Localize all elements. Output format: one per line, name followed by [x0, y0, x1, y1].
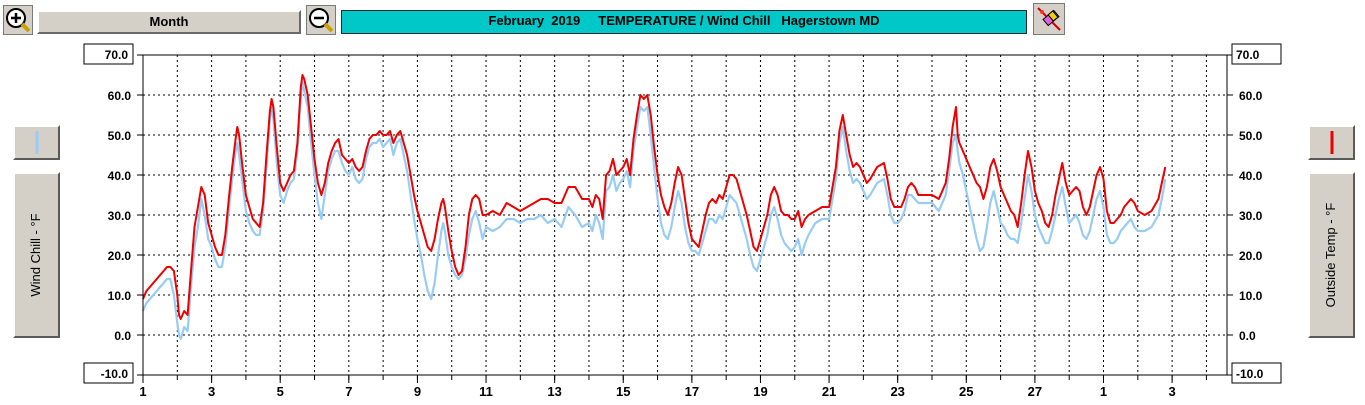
zoom-out-button[interactable] — [306, 5, 336, 35]
x-tick-label: 23 — [890, 384, 904, 399]
chart-title: February 2019 TEMPERATURE / Wind Chill H… — [341, 10, 1027, 34]
right-ytick-label: 70.0 — [1236, 48, 1260, 62]
x-tick-label: 11 — [479, 384, 493, 399]
x-tick-label: 13 — [547, 384, 561, 399]
right-ytick-label: 50.0 — [1239, 129, 1263, 143]
zoom-in-icon — [6, 8, 31, 33]
wind-chill-axis-text: Wind Chill - °F — [28, 213, 43, 297]
left-ytick-label: 0.0 — [114, 329, 131, 343]
x-tick-label: 3 — [208, 384, 215, 399]
outside-temp-swatch — [1330, 131, 1334, 154]
wind-chill-axis-label: Wind Chill - °F — [13, 172, 60, 338]
x-tick-label: 1 — [139, 384, 146, 399]
right-ytick-label: 40.0 — [1239, 169, 1263, 183]
outside-temp-series-line — [142, 74, 1167, 320]
wind-chill-swatch — [35, 131, 39, 154]
outside-temp-axis-text: Outside Temp - °F — [1323, 202, 1338, 308]
right-ytick-label: 30.0 — [1239, 209, 1263, 223]
wind-chill-series-line — [141, 81, 1167, 341]
x-tick-label: 7 — [345, 384, 352, 399]
outside-temp-axis-label: Outside Temp - °F — [1308, 172, 1355, 338]
x-tick-label: 21 — [822, 384, 836, 399]
left-ytick-label: 50.0 — [108, 129, 132, 143]
x-tick-label: 5 — [277, 384, 284, 399]
wind-chill-legend-button[interactable] — [13, 125, 60, 160]
frame-layer — [137, 54, 1233, 383]
outside-temp-legend-button[interactable] — [1308, 125, 1355, 160]
series-layer — [141, 74, 1167, 341]
zoom-in-button[interactable] — [3, 5, 33, 35]
x-tick-label: 19 — [753, 384, 767, 399]
x-tick-label: 17 — [685, 384, 699, 399]
right-ytick-label: 0.0 — [1239, 329, 1256, 343]
left-ylim-box — [83, 362, 134, 384]
right-ytick-label: 60.0 — [1239, 89, 1263, 103]
left-ytick-label: 40.0 — [108, 169, 132, 183]
left-ytick-label: -10.0 — [101, 367, 129, 381]
x-tick-label: 9 — [414, 384, 421, 399]
plot-frame — [142, 54, 1228, 376]
right-ytick-label: 10.0 — [1239, 289, 1263, 303]
left-ytick-label: 70.0 — [105, 48, 129, 62]
left-ytick-label: 30.0 — [108, 209, 132, 223]
period-selector[interactable]: Month — [37, 10, 301, 34]
right-ylim-box — [1231, 362, 1282, 384]
label-layer: 70.0 70.060.0 60.050.0 50.040.0 40.030.0 30.0… — [83, 43, 1282, 399]
right-ytick-label: -10.0 — [1236, 367, 1264, 381]
x-tick-label: 27 — [1028, 384, 1042, 399]
clear-button[interactable] — [1033, 3, 1065, 35]
x-tick-label: 1 — [1100, 384, 1107, 399]
zoom-out-icon — [309, 8, 334, 33]
right-ylim-box — [1231, 43, 1282, 65]
left-ytick-label: 20.0 — [108, 249, 132, 263]
left-ytick-label: 10.0 — [108, 289, 132, 303]
x-tick-label: 25 — [959, 384, 973, 399]
left-ytick-label: 60.0 — [108, 89, 132, 103]
grid-layer — [143, 55, 1227, 375]
right-ytick-label: 20.0 — [1239, 249, 1263, 263]
x-tick-label: 3 — [1168, 384, 1175, 399]
x-tick-label: 15 — [616, 384, 630, 399]
eraser-icon — [1037, 7, 1061, 31]
left-ylim-box — [83, 43, 134, 65]
